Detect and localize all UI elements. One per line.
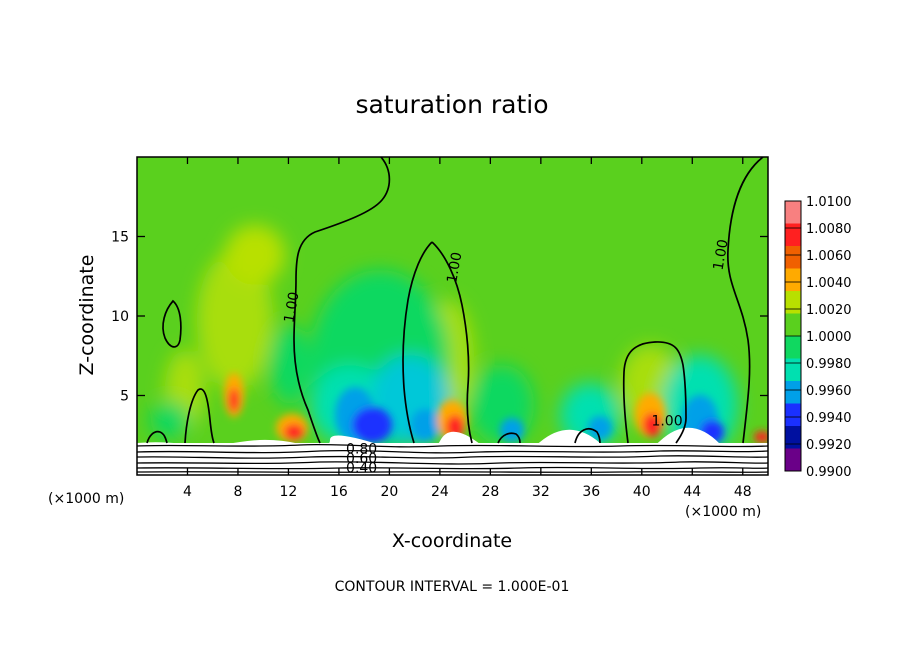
- x-tick-label: 4: [183, 484, 192, 500]
- lower-layer-edge: [137, 427, 768, 460]
- colorbar-label: 0.9900: [806, 465, 852, 480]
- dry-core: [500, 418, 524, 442]
- chart-title: saturation ratio: [355, 90, 548, 119]
- lower-contour-line: [137, 461, 768, 465]
- colorbar: 1.0100 1.0080 1.0060 1.0040 1.0020 1.0000 0.99…: [784, 195, 852, 480]
- lower-contour-line: [137, 443, 768, 448]
- moist-plume: [225, 225, 285, 285]
- sharp-field: [224, 373, 768, 445]
- y-tick-label: 10: [111, 309, 129, 325]
- contour-lines: [146, 157, 764, 444]
- contour-line: [402, 241, 433, 444]
- x-tick-label: 44: [683, 484, 701, 500]
- contour-label-group: 1.00 1.00 1.00 1.00 0.800.600.40: [281, 238, 732, 477]
- contour-label: 1.00: [444, 251, 465, 284]
- colorbar-swatch: [785, 291, 801, 314]
- x-tick-label: 16: [330, 484, 348, 500]
- contour-label: 0.60: [346, 451, 377, 467]
- x-tick-label: 20: [380, 484, 398, 500]
- moist-core: [754, 431, 768, 443]
- dry-region: [270, 325, 310, 405]
- colorbar-label: 1.0020: [806, 303, 852, 318]
- colorbar-swatch: [785, 381, 801, 404]
- y-tick-label: 15: [111, 230, 129, 246]
- y-axis: 5 10 15: [111, 230, 768, 405]
- contour-line: [497, 432, 521, 444]
- colorbar-label: 1.0000: [806, 330, 852, 345]
- moist-plume: [197, 250, 273, 390]
- contour-label: 0.40: [346, 461, 377, 477]
- lower-contour-line: [137, 466, 768, 470]
- dry-region: [150, 402, 190, 438]
- lower-contour-line: [137, 471, 768, 473]
- contour-line: [574, 428, 601, 444]
- colorbar-swatch: [785, 403, 801, 427]
- contour-line: [184, 388, 215, 444]
- x-tick-label: 40: [633, 484, 651, 500]
- colorbar-swatch: [785, 448, 801, 472]
- colorbar-swatch: [785, 426, 801, 449]
- x-tick-label: 24: [431, 484, 449, 500]
- lower-contour-line: [137, 449, 768, 454]
- x-unit-label-left: (×1000 m): [48, 491, 124, 507]
- lower-layer: [137, 443, 768, 475]
- y-axis-label: Z-coordinate: [76, 255, 98, 376]
- contour-line: [622, 341, 687, 444]
- contour-label: 1.00: [281, 291, 302, 324]
- contour-label: 1.00: [711, 238, 732, 271]
- x-axis: 4 8 12 16 20 24 28 32 36 40 44 48: [183, 157, 752, 500]
- colorbar-label: 1.0060: [806, 249, 852, 264]
- moist-core: [284, 424, 304, 440]
- colorbar-label: 0.9960: [806, 384, 852, 399]
- colorbar-swatch: [785, 268, 801, 292]
- plot-area: 1.00 1.00 1.00 1.00 0.800.600.40: [137, 157, 768, 477]
- colorbar-swatch: [785, 201, 801, 224]
- contour-line: [146, 430, 168, 444]
- colorbar-label: 0.9920: [806, 438, 852, 453]
- colorbar-swatch: [785, 358, 801, 382]
- contour-line: [162, 299, 182, 348]
- dry-core: [352, 407, 392, 443]
- moist-core: [643, 413, 661, 437]
- moist-core: [229, 388, 239, 412]
- contour-line: [293, 157, 391, 444]
- x-tick-label: 36: [582, 484, 600, 500]
- contour-line: [431, 241, 473, 444]
- colorbar-swatch: [785, 223, 801, 247]
- x-tick-label: 8: [233, 484, 242, 500]
- lower-contours: [137, 443, 768, 473]
- y-tick-label: 5: [120, 389, 129, 405]
- x-tick-label: 32: [532, 484, 550, 500]
- dry-core: [588, 416, 612, 440]
- contour-interval-note: CONTOUR INTERVAL = 1.000E-01: [335, 579, 570, 595]
- x-tick-label: 12: [280, 484, 298, 500]
- colorbar-swatch: [785, 313, 801, 337]
- colorbar-label: 0.9940: [806, 411, 852, 426]
- colorbar-label: 1.0040: [806, 276, 852, 291]
- x-tick-label: 48: [734, 484, 752, 500]
- colorbar-swatch: [785, 336, 801, 359]
- contour-line: [727, 157, 764, 444]
- colorbar-swatch: [785, 246, 801, 269]
- contour-label: 0.80: [346, 442, 377, 458]
- dry-core: [411, 409, 439, 441]
- lower-contour-line: [137, 455, 768, 459]
- colorbar-label: 1.0080: [806, 222, 852, 237]
- contour-label: 1.00: [651, 414, 682, 430]
- x-tick-label: 28: [481, 484, 499, 500]
- colorbar-label: 1.0100: [806, 195, 852, 210]
- x-unit-label-right: (×1000 m): [685, 504, 761, 520]
- x-axis-label: X-coordinate: [392, 530, 512, 552]
- colorbar-label: 0.9980: [806, 357, 852, 372]
